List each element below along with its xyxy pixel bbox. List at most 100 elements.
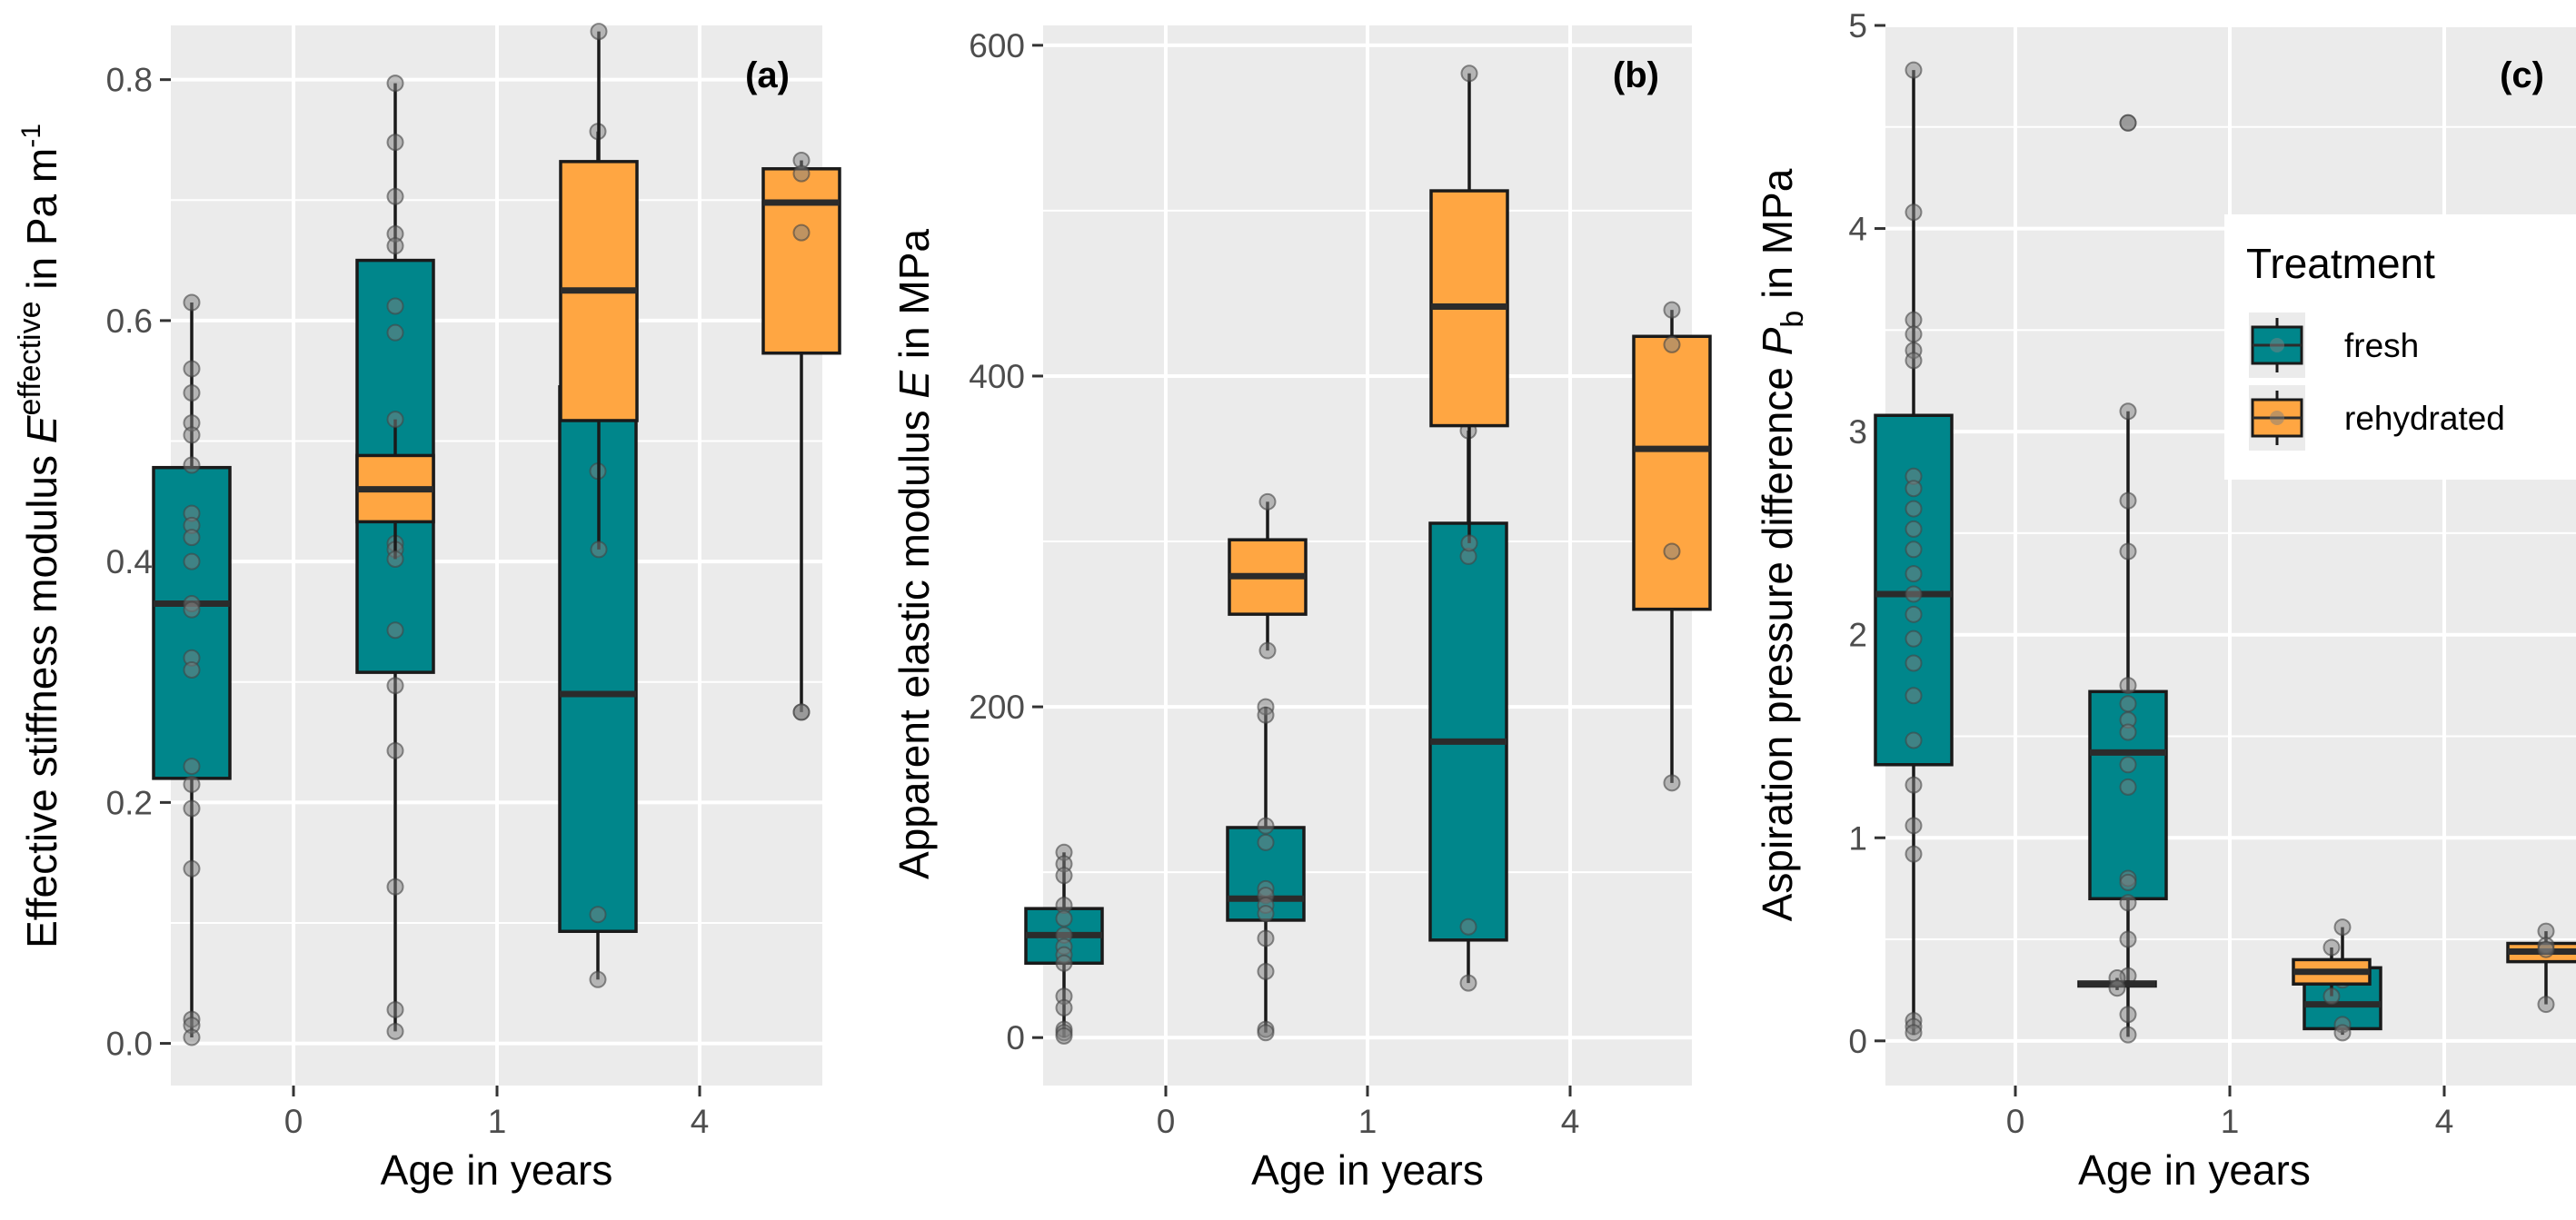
data-point [2119,778,2137,796]
legend-key-fresh [2249,312,2305,378]
data-point [2537,922,2555,940]
data-point [386,297,404,315]
x-axis: 0 1 4 [2006,1086,2454,1140]
data-point [1905,776,1923,794]
data-point [1905,630,1923,648]
box-rehydrated-0 [1228,492,1308,660]
box-fresh-1 [2088,114,2168,1044]
x-axis: 0 1 4 [284,1086,709,1140]
box-rehydrated-0 [355,411,435,568]
data-point [1663,335,1681,353]
data-point [2333,918,2352,937]
data-point [2322,938,2341,957]
data-point [2119,756,2137,774]
data-point [2322,987,2341,1006]
series-rehydrated [2077,922,2576,1014]
data-point [386,134,404,152]
series-fresh [1874,61,2382,1044]
data-point [183,775,201,793]
data-point [386,621,404,640]
data-point [1905,687,1923,705]
data-point [2119,894,2137,912]
x-axis: 0 1 4 [1157,1086,1580,1140]
data-point [1905,203,1923,222]
x-axis-title: Age in years [381,1146,613,1194]
legend-label-fresh: fresh [2344,327,2419,364]
box-rehydrated-4 [1632,301,1712,792]
data-point [1459,917,1477,936]
x-tick-label: 1 [488,1103,507,1140]
data-point [1663,774,1681,792]
data-point [1905,731,1923,749]
x-tick-label: 4 [1561,1103,1580,1140]
data-point [2119,873,2137,891]
data-point [183,1028,201,1046]
outlier-point [792,703,811,721]
series-rehydrated [355,23,841,721]
data-point [1905,61,1923,79]
y-axis: 0 200 400 600 [969,27,1043,1056]
legend-title: Treatment [2246,240,2435,287]
y-axis-title: Effective stiffness modulus Eeffective i… [13,124,65,948]
y-axis: 0.0 0.2 0.4 0.6 0.8 [106,62,171,1063]
data-point [1905,654,1923,672]
data-point [1257,962,1275,980]
legend-key-rehydrated [2249,385,2305,451]
data-point [183,456,201,474]
box-rehydrated-1 [559,23,639,559]
x-axis-title: Age in years [1251,1146,1484,1194]
data-point [1258,641,1277,660]
data-point [1257,1024,1275,1042]
x-tick-label: 0 [1157,1103,1176,1140]
box-rehydrated-1 [2292,938,2372,1006]
data-point [183,799,201,818]
data-point [386,741,404,759]
gridlines [171,25,822,1086]
y-axis: 0 1 2 3 4 5 [1848,7,1885,1060]
data-point [2119,930,2137,948]
data-point [386,323,404,342]
x-tick-label: 1 [1358,1103,1378,1140]
panel-label: (c) [2500,55,2544,95]
y-tick-label: 600 [969,27,1025,64]
data-point [386,1022,404,1040]
x-tick-label: 4 [2435,1103,2454,1140]
data-point [1905,565,1923,583]
y-tick-label: 1 [1848,819,1867,857]
data-point [1055,1027,1073,1045]
data-point [183,758,201,776]
data-point [2119,1026,2137,1044]
y-tick-label: 0 [1848,1023,1867,1060]
data-point [1905,500,1923,518]
data-point [590,23,608,41]
data-point [1905,541,1923,559]
data-point [386,74,404,93]
y-axis-title: Aspiration pressure difference Pb in MPa [1754,168,1810,921]
series-rehydrated [1228,64,1712,792]
data-point [386,878,404,896]
box-rehydrated-4 [761,152,841,721]
data-point [2119,491,2137,510]
data-point [1905,480,1923,498]
data-point [2119,695,2137,713]
data-point [183,600,201,619]
y-tick-label: 3 [1848,413,1867,451]
data-point [1460,64,1478,83]
legend: Treatment fresh rehydrated [2224,214,2576,480]
data-point [2119,542,2137,560]
data-point [589,970,607,988]
data-point [183,660,201,679]
data-point [1459,974,1477,992]
data-point [1905,311,1923,329]
data-point [1257,929,1275,947]
gridlines [1043,25,1692,1086]
box-fresh-0 [1874,61,1954,1042]
data-point [386,550,404,568]
data-point [589,906,607,924]
data-point [1055,867,1073,885]
data-point [1663,542,1681,560]
data-point [590,541,608,559]
box-fresh-0 [152,293,232,1046]
panel-c-aspiration-pressure-chart: 0 1 2 3 4 5 0 1 4 Age in years Aspiration pressure… [1754,7,2576,1194]
